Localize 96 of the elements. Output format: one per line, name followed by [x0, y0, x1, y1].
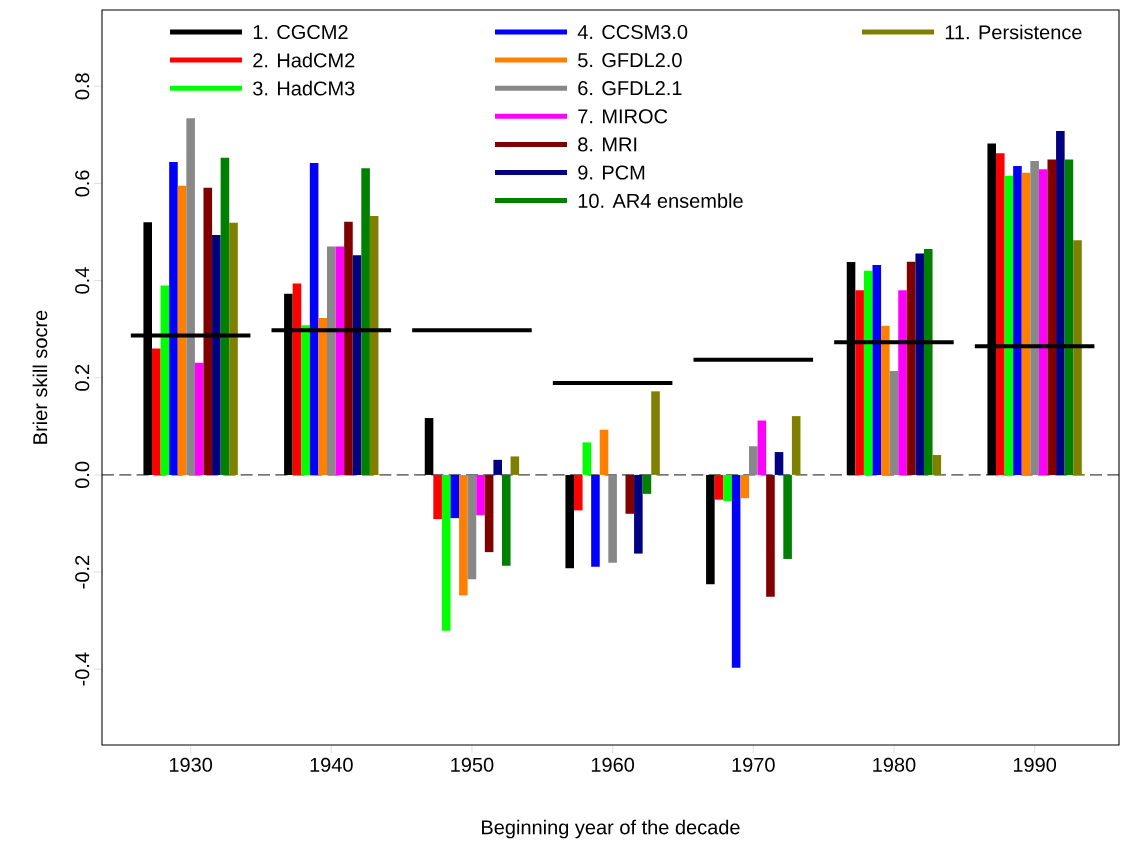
bar: [493, 459, 502, 475]
y-tick-label: -0.2: [75, 555, 90, 589]
bar: [369, 215, 379, 475]
bar: [1021, 172, 1031, 475]
bar: [301, 325, 310, 475]
bar: [651, 391, 660, 475]
bar: [1004, 175, 1014, 475]
bar: [309, 163, 319, 475]
x-tick-label: 1960: [591, 757, 635, 772]
bar: [169, 162, 178, 475]
bar: [459, 474, 468, 596]
bar: [441, 474, 451, 631]
y-tick-label: 0.2: [75, 364, 90, 391]
bar: [582, 442, 592, 475]
legend-label: 8. MRI: [578, 137, 637, 152]
bar: [194, 362, 204, 475]
bar: [292, 283, 302, 475]
bar: [889, 370, 899, 475]
bar: [229, 222, 238, 475]
bar: [996, 153, 1005, 475]
bar: [634, 474, 643, 554]
bar: [1056, 130, 1065, 475]
bar: [433, 474, 442, 520]
x-tick-label: 1970: [732, 757, 775, 772]
bar: [220, 157, 230, 475]
legend-label: 9. PCM: [578, 165, 645, 180]
y-axis-title: Brier skill socre: [32, 310, 48, 444]
bar: [855, 290, 864, 475]
bar: [318, 317, 327, 475]
legend-label: 4. CCSM3.0: [577, 24, 688, 40]
legend-label: 10. AR4 ensemble: [578, 193, 743, 208]
x-axis-title: Beginning year of the decade: [482, 819, 740, 839]
bar: [467, 474, 477, 580]
bar: [574, 474, 583, 511]
bar: [335, 246, 345, 475]
bar: [152, 348, 161, 475]
legend-label: 7. MIROC: [578, 109, 668, 124]
bar: [608, 474, 617, 563]
legend-label: 3. HadCM3: [253, 80, 355, 96]
bar: [1013, 165, 1022, 475]
bar: [344, 221, 353, 475]
bar: [203, 187, 213, 475]
y-tick-label: 0.4: [75, 267, 90, 294]
bar: [906, 261, 916, 475]
bar: [791, 416, 801, 475]
x-tick-label: 1990: [1013, 757, 1057, 772]
legend-label: 2. HadCM2: [253, 52, 355, 68]
y-tick-label: 0.6: [75, 170, 90, 197]
bar: [484, 474, 494, 553]
bar: [1073, 240, 1082, 475]
bar: [177, 185, 187, 475]
bar: [327, 246, 336, 475]
y-tick-label: 0.8: [75, 73, 90, 100]
bar: [714, 474, 724, 500]
bar: [748, 446, 758, 475]
x-tick-label: 1940: [310, 757, 353, 772]
bar: [863, 270, 873, 475]
bar: [766, 474, 775, 597]
x-tick-label: 1980: [873, 757, 916, 772]
bar: [898, 290, 907, 475]
bar: [923, 249, 933, 475]
bar: [740, 474, 749, 499]
bar: [212, 234, 221, 475]
bar: [1047, 159, 1057, 475]
legend-label: 6. GFDL2.1: [578, 81, 682, 96]
bar: [731, 474, 741, 668]
bar: [476, 474, 485, 516]
bar: [1030, 161, 1039, 475]
bar: [872, 265, 882, 475]
bar: [723, 474, 732, 502]
x-tick-label: 1950: [451, 757, 494, 772]
legend-label: 11. Persistence: [945, 24, 1082, 40]
bar: [352, 255, 362, 475]
bar: [783, 474, 792, 559]
legend-label: 1. CGCM2: [253, 24, 348, 40]
bar: [1038, 169, 1048, 475]
bar: [160, 285, 170, 475]
bar: [450, 474, 460, 519]
bar: [642, 474, 652, 494]
bar: [510, 456, 520, 475]
bar: [599, 429, 609, 475]
legend-label: 5. GFDL2.0: [578, 53, 682, 68]
y-tick-label: 0.0: [75, 461, 90, 489]
bar: [932, 454, 942, 475]
bar: [757, 420, 767, 475]
y-tick-label: -0.4: [75, 652, 90, 686]
bar: [774, 452, 784, 475]
bar: [501, 474, 511, 566]
bar: [625, 474, 635, 514]
bar: [881, 325, 890, 475]
bar: [361, 168, 370, 475]
bar: [591, 474, 600, 567]
x-tick-label: 1930: [169, 757, 213, 772]
bar: [1064, 159, 1074, 475]
bar: [186, 118, 195, 475]
bar: [915, 253, 924, 475]
